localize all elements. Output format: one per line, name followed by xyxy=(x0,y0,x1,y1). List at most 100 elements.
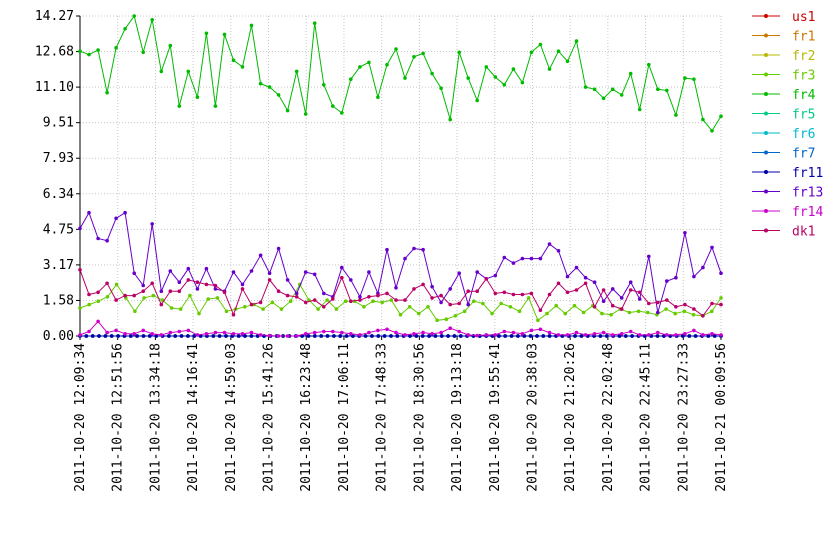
data-point-dk1 xyxy=(439,293,443,298)
data-point-fr3 xyxy=(526,296,531,300)
data-point-fr14 xyxy=(637,333,642,337)
data-point-dk1 xyxy=(204,282,209,287)
data-point-fr3 xyxy=(288,299,293,304)
data-point-fr14 xyxy=(683,332,687,336)
data-point-fr3 xyxy=(517,309,522,314)
data-point-dk1 xyxy=(294,295,299,299)
data-point-fr11 xyxy=(363,334,368,338)
data-point-fr14 xyxy=(448,326,453,331)
data-point-fr3 xyxy=(472,299,476,304)
data-point-fr11 xyxy=(459,334,463,338)
data-point-fr13 xyxy=(195,287,200,291)
data-point-fr13 xyxy=(340,265,344,270)
data-point-fr14 xyxy=(538,327,543,332)
data-point-fr13 xyxy=(96,236,100,241)
data-point-fr13 xyxy=(177,280,182,285)
data-point-fr11 xyxy=(579,334,584,338)
data-point-dk1 xyxy=(403,298,407,302)
data-point-fr4 xyxy=(267,85,272,89)
data-point-fr11 xyxy=(103,334,108,338)
data-point-dk1 xyxy=(312,298,317,302)
legend-item-fr13: fr13 xyxy=(752,186,823,201)
data-point-fr14 xyxy=(349,332,353,336)
data-point-dk1 xyxy=(331,297,335,301)
data-point-fr11 xyxy=(224,334,228,338)
data-point-dk1 xyxy=(647,301,651,306)
data-point-fr11 xyxy=(414,334,419,338)
data-point-fr4 xyxy=(466,76,471,80)
data-point-fr11 xyxy=(97,334,101,338)
data-point-fr11 xyxy=(687,334,692,338)
series-lines xyxy=(78,14,723,338)
data-point-dk1 xyxy=(565,290,570,295)
data-point-fr11 xyxy=(376,334,381,338)
data-point-dk1 xyxy=(141,289,145,294)
data-point-fr14 xyxy=(276,334,281,338)
data-point-fr14 xyxy=(222,330,227,335)
data-point-fr3 xyxy=(627,310,632,315)
legend-label: us1 xyxy=(792,10,815,25)
data-point-fr13 xyxy=(710,245,714,250)
data-point-fr3 xyxy=(270,300,275,305)
data-point-fr13 xyxy=(601,299,606,304)
y-tick-label: 3.17 xyxy=(43,258,74,273)
data-point-fr11 xyxy=(167,334,171,338)
data-point-fr13 xyxy=(159,289,164,294)
data-point-fr3 xyxy=(96,299,101,304)
data-point-fr14 xyxy=(87,329,91,334)
series-line-fr14 xyxy=(79,320,722,337)
data-point-fr3 xyxy=(563,311,568,316)
legend-label: fr11 xyxy=(792,166,823,181)
data-point-fr4 xyxy=(520,80,525,85)
data-point-fr3 xyxy=(151,293,156,298)
data-point-fr11 xyxy=(408,334,412,338)
legend-label: dk1 xyxy=(792,225,815,240)
legend-marker xyxy=(764,131,768,135)
data-point-dk1 xyxy=(349,299,353,304)
x-tick-label: 2011-10-20 20:38:03 xyxy=(525,343,540,492)
data-point-fr13 xyxy=(150,222,154,226)
data-point-fr3 xyxy=(325,298,330,302)
data-point-fr4 xyxy=(619,93,624,97)
data-point-fr4 xyxy=(376,95,380,99)
data-point-dk1 xyxy=(150,281,154,286)
data-point-dk1 xyxy=(466,289,471,294)
data-point-fr3 xyxy=(462,309,467,314)
data-point-dk1 xyxy=(87,292,91,297)
data-point-fr4 xyxy=(475,98,480,103)
data-point-fr14 xyxy=(647,333,651,337)
data-point-dk1 xyxy=(114,298,118,302)
data-point-fr3 xyxy=(389,298,394,302)
data-point-fr13 xyxy=(665,279,669,283)
legend-marker xyxy=(764,92,768,96)
data-point-dk1 xyxy=(511,292,516,297)
data-point-fr4 xyxy=(231,58,236,62)
data-point-fr13 xyxy=(213,287,218,291)
data-point-fr14 xyxy=(674,333,678,337)
data-point-fr11 xyxy=(141,334,146,338)
data-point-fr11 xyxy=(440,334,444,338)
data-point-fr11 xyxy=(129,334,133,338)
data-point-fr14 xyxy=(114,328,118,333)
data-point-fr13 xyxy=(403,256,407,261)
data-point-fr14 xyxy=(331,329,335,334)
data-point-fr4 xyxy=(213,104,218,108)
data-point-fr4 xyxy=(177,104,182,108)
data-point-fr4 xyxy=(493,75,498,79)
data-point-fr14 xyxy=(466,333,471,337)
legend: us1 fr1 fr2 fr3 fr4 fr5 fr6 fr7 fr11 fr13 fr14 dk1 xyxy=(752,10,823,240)
data-point-fr4 xyxy=(123,27,127,31)
data-point-fr13 xyxy=(303,270,308,274)
data-point-fr3 xyxy=(398,312,403,317)
data-point-fr11 xyxy=(135,334,139,338)
data-point-fr4 xyxy=(240,65,245,69)
data-point-fr13 xyxy=(547,242,552,246)
data-point-fr4 xyxy=(258,81,263,86)
data-point-fr4 xyxy=(367,60,371,65)
data-point-dk1 xyxy=(123,293,127,298)
data-point-fr11 xyxy=(217,334,222,338)
data-point-fr3 xyxy=(536,318,540,323)
data-point-fr4 xyxy=(683,76,687,80)
data-point-fr13 xyxy=(367,270,371,274)
data-point-fr3 xyxy=(545,311,549,316)
